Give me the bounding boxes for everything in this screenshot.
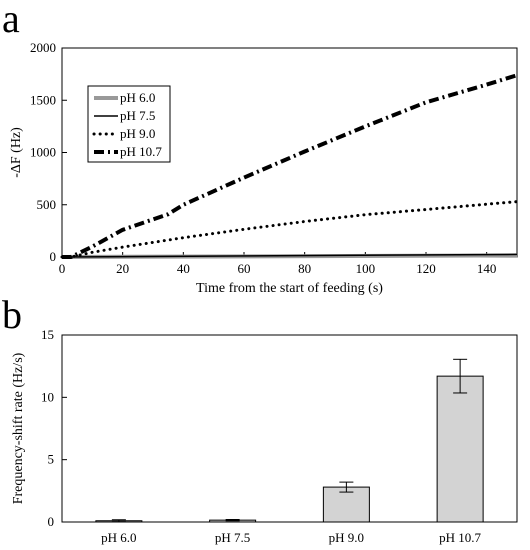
error-bar [111, 519, 126, 523]
chart-a-ticks: 0 20 40 60 80 100 120 140 0 500 1000 1500 2000 [30, 40, 496, 276]
category-label: pH 10.7 [439, 530, 481, 545]
y-tick-label: 2000 [30, 40, 56, 55]
category-label: pH 6.0 [101, 530, 136, 545]
y-tick-label: 500 [37, 197, 57, 212]
chart-a-legend: pH 6.0 pH 7.5 pH 9.0 pH 10.7 [87, 85, 171, 163]
legend-label: pH 6.0 [120, 90, 155, 105]
x-tick-label: 80 [298, 261, 311, 276]
bar [322, 486, 370, 523]
chart-a-series [60, 73, 519, 259]
panel-b-bar-chart: 0 5 10 15 pH 6.0 pH 7.5 pH 9.0 pH 10.7 Frequen… [11, 327, 518, 545]
category-label: pH 7.5 [215, 530, 250, 545]
panel-a-line-chart: 0 20 40 60 80 100 120 140 0 500 1000 1500 2000 Time … [9, 40, 519, 296]
x-tick-label: 120 [416, 261, 436, 276]
series-line-ph-7-5 [61, 253, 518, 258]
chart-b-ticks: 0 5 10 15 [41, 327, 67, 529]
chart-a-y-axis-label: -ΔF (Hz) [9, 127, 24, 178]
panel-b-letter: b [2, 292, 22, 337]
chart-b-plot-frame [61, 334, 518, 523]
error-bar [453, 358, 468, 394]
bar [436, 375, 484, 523]
series-line-ph-9-0 [60, 200, 519, 259]
error-bar [225, 519, 240, 522]
legend-label: pH 10.7 [120, 144, 162, 159]
chart-b-y-axis-label: Frequency-shift rate (Hz/s) [11, 352, 26, 504]
y-tick-label: 1500 [30, 92, 56, 107]
x-tick-label: 20 [116, 261, 129, 276]
chart-a-x-axis-label: Time from the start of feeding (s) [196, 281, 383, 296]
legend-label: pH 7.5 [120, 108, 155, 123]
x-tick-label: 100 [356, 261, 376, 276]
x-tick-label: 0 [59, 261, 66, 276]
category-label: pH 9.0 [329, 530, 364, 545]
error-bar [339, 481, 354, 493]
legend-label: pH 9.0 [120, 126, 155, 141]
x-tick-label: 60 [238, 261, 251, 276]
y-tick-label: 0 [48, 514, 55, 529]
y-tick-label: 0 [50, 249, 57, 264]
x-tick-label: 40 [177, 261, 190, 276]
y-tick-label: 1000 [30, 145, 56, 160]
y-tick-label: 10 [41, 389, 54, 404]
y-tick-label: 5 [48, 452, 55, 467]
y-tick-label: 15 [41, 327, 54, 342]
x-tick-label: 140 [477, 261, 497, 276]
chart-b-bars: pH 6.0 pH 7.5 pH 9.0 pH 10.7 [95, 358, 484, 545]
panel-a-letter: a [2, 0, 20, 41]
